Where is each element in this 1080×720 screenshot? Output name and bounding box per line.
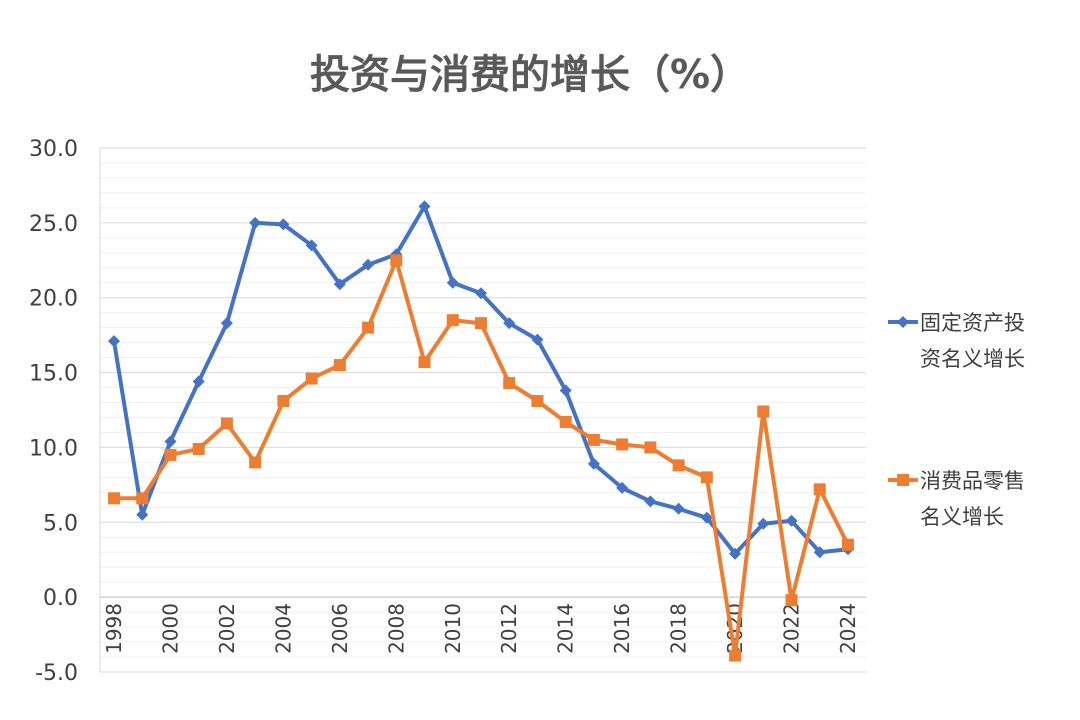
data-point xyxy=(136,492,149,505)
data-point xyxy=(616,438,629,451)
data-point xyxy=(192,375,205,388)
x-tick-label: 2018 xyxy=(667,603,691,654)
data-point xyxy=(249,216,262,229)
x-tick-label: 2010 xyxy=(441,603,465,654)
data-point xyxy=(164,435,177,448)
data-point xyxy=(333,359,346,372)
series-retail xyxy=(108,254,854,662)
data-point xyxy=(503,377,516,390)
data-point xyxy=(362,321,375,334)
data-point xyxy=(587,457,600,470)
x-tick-label: 2016 xyxy=(610,603,634,654)
data-point xyxy=(305,239,318,252)
data-point xyxy=(644,441,657,454)
data-point xyxy=(700,511,713,524)
data-point xyxy=(531,395,544,408)
axes: 30.0 25.0 20.0 15.0 10.0 5.0 0.0 -5.0 1998 2000 20… xyxy=(29,137,866,686)
legend-label: 消费品零售 xyxy=(920,469,1025,493)
data-point xyxy=(841,538,854,551)
data-point xyxy=(785,514,798,527)
data-point xyxy=(616,481,629,494)
data-point xyxy=(813,546,826,559)
y-tick-label: 30.0 xyxy=(29,137,78,162)
data-point xyxy=(474,287,487,300)
data-point xyxy=(418,200,431,213)
data-point xyxy=(418,356,431,369)
data-point xyxy=(446,276,459,289)
y-tick-label: 25.0 xyxy=(29,212,78,237)
legend-marker xyxy=(897,316,909,328)
data-point xyxy=(277,218,290,231)
data-point xyxy=(108,335,120,348)
x-tick-label: 2000 xyxy=(158,603,182,654)
data-point xyxy=(813,483,826,496)
data-point xyxy=(757,517,770,530)
data-point xyxy=(333,278,346,291)
x-tick-label: 2002 xyxy=(215,603,239,654)
data-point xyxy=(136,508,149,521)
data-point xyxy=(729,649,742,662)
x-tick-label: 2008 xyxy=(384,603,408,654)
x-tick-label: 2014 xyxy=(554,603,578,654)
x-tick-label: 2012 xyxy=(497,603,521,654)
data-point xyxy=(192,442,205,455)
y-tick-label: 0.0 xyxy=(43,586,78,611)
data-point xyxy=(108,492,120,505)
y-tick-label: -5.0 xyxy=(35,661,78,686)
x-tick-label: 2024 xyxy=(836,603,860,654)
data-point xyxy=(277,395,290,408)
data-point xyxy=(503,317,516,330)
legend-label: 名义增长 xyxy=(920,505,1004,529)
gridlines xyxy=(100,147,866,673)
y-tick-label: 15.0 xyxy=(29,362,78,387)
data-point xyxy=(757,405,770,418)
legend-label: 资名义增长 xyxy=(920,347,1025,371)
series-lines xyxy=(108,200,854,662)
data-point xyxy=(362,258,375,271)
x-tick-label: 2022 xyxy=(780,603,804,654)
legend-marker xyxy=(897,474,909,486)
data-point xyxy=(700,471,713,484)
x-tick-label: 2004 xyxy=(271,603,295,654)
data-point xyxy=(446,314,459,327)
y-tick-label: 20.0 xyxy=(29,287,78,312)
data-point xyxy=(587,433,600,446)
data-point xyxy=(729,547,742,560)
data-point xyxy=(644,495,657,508)
y-tick-label: 5.0 xyxy=(43,511,78,536)
data-point xyxy=(390,254,403,267)
data-point xyxy=(164,448,177,461)
y-tick-label: 10.0 xyxy=(29,436,78,461)
data-point xyxy=(305,372,318,385)
data-point xyxy=(220,317,233,330)
series-investment xyxy=(108,200,854,560)
data-point xyxy=(220,417,233,430)
x-tick-label: 1998 xyxy=(102,603,126,654)
chart-title: 投资与消费的增长（%） xyxy=(310,52,750,98)
data-point xyxy=(672,459,685,472)
data-point xyxy=(672,502,685,515)
x-tick-label: 2006 xyxy=(328,603,352,654)
legend-label: 固定资产投 xyxy=(920,311,1025,335)
series-line xyxy=(112,204,850,556)
data-point xyxy=(785,594,798,607)
data-point xyxy=(531,333,544,346)
data-point xyxy=(559,415,572,428)
data-point xyxy=(559,384,572,397)
data-point xyxy=(249,456,262,469)
data-point xyxy=(474,317,487,330)
